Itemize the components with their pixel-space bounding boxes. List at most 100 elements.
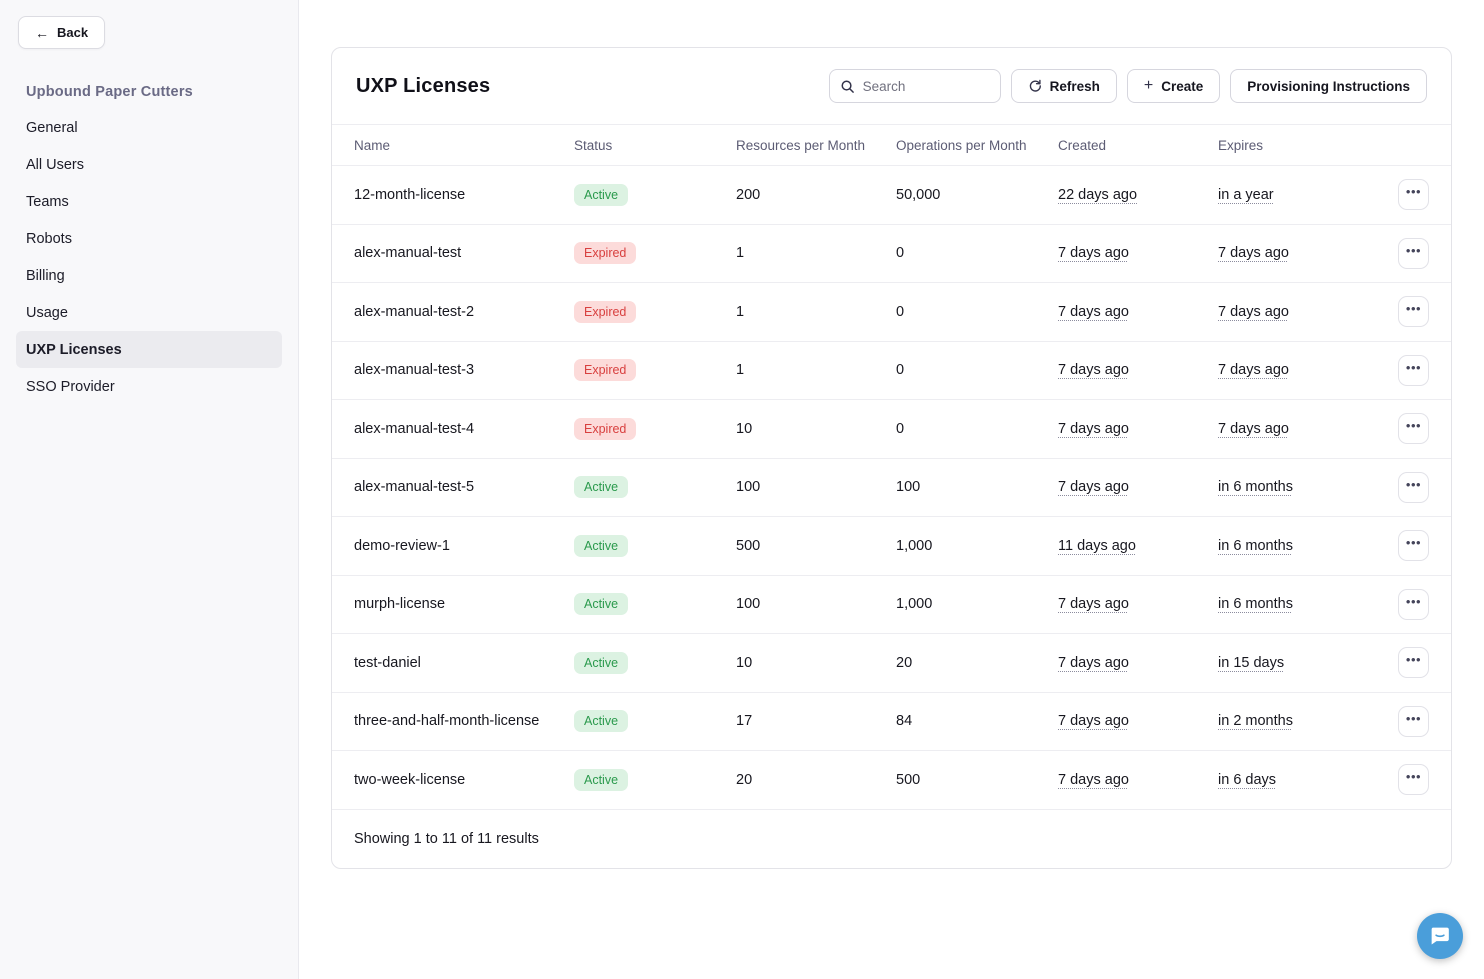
ellipsis-icon: ••• — [1405, 184, 1422, 200]
provisioning-instructions-button[interactable]: Provisioning Instructions — [1230, 69, 1427, 103]
sidebar-item-teams[interactable]: Teams — [26, 193, 69, 210]
operations-per-month: 50,000 — [896, 186, 941, 203]
row-actions-button[interactable]: ••• — [1398, 296, 1429, 328]
expires-date[interactable]: in a year — [1218, 186, 1274, 203]
created-date[interactable]: 7 days ago — [1058, 362, 1129, 379]
created-date[interactable]: 7 days ago — [1058, 771, 1129, 788]
status-badge: Active — [574, 768, 629, 791]
resources-per-month: 100 — [736, 479, 761, 496]
expires-date[interactable]: in 6 months — [1218, 479, 1293, 496]
status-cell: Expired — [574, 242, 736, 265]
provisioning-label: Provisioning Instructions — [1247, 78, 1410, 94]
table-header: Name Status Resources per Month Operatio… — [332, 124, 1451, 166]
sidebar-item-billing[interactable]: Billing — [26, 267, 65, 284]
row-actions-button[interactable]: ••• — [1398, 705, 1429, 737]
expires-date[interactable]: in 6 months — [1218, 596, 1293, 613]
ellipsis-icon: ••• — [1405, 301, 1422, 317]
row-actions-button[interactable]: ••• — [1398, 413, 1429, 445]
expires-date[interactable]: in 6 days — [1218, 771, 1277, 788]
expires-date[interactable]: 7 days ago — [1218, 420, 1289, 437]
sidebar-nav: Upbound Paper Cutters General All Users … — [0, 75, 298, 405]
created-date[interactable]: 7 days ago — [1058, 479, 1129, 496]
back-button[interactable]: ← Back — [18, 16, 106, 49]
row-actions-button[interactable]: ••• — [1398, 237, 1429, 269]
status-badge: Active — [574, 593, 629, 616]
expires-date[interactable]: 7 days ago — [1218, 303, 1289, 320]
status-cell: Active — [574, 768, 736, 791]
status-cell: Active — [574, 534, 736, 557]
sidebar-item-sso-provider[interactable]: SSO Provider — [26, 378, 115, 395]
sidebar: ← Back Upbound Paper Cutters General All… — [0, 0, 299, 979]
refresh-button[interactable]: Refresh — [1010, 69, 1117, 103]
sidebar-item-general[interactable]: General — [26, 119, 78, 136]
license-name: three-and-half-month-license — [354, 713, 540, 730]
sidebar-item-usage[interactable]: Usage — [26, 304, 68, 321]
row-actions-button[interactable]: ••• — [1398, 764, 1429, 796]
results-count: Showing 1 to 11 of 11 results — [354, 830, 539, 847]
expires-date[interactable]: in 2 months — [1218, 713, 1293, 730]
sidebar-item-all-users[interactable]: All Users — [26, 156, 85, 173]
expires-date[interactable]: in 6 months — [1218, 537, 1293, 554]
table-row: 12-month-license Active 200 50,000 22 da… — [332, 166, 1451, 225]
sidebar-item-uxp-licenses[interactable]: UXP Licenses — [16, 331, 282, 368]
resources-per-month: 200 — [736, 186, 761, 203]
page-title: UXP Licenses — [356, 74, 491, 97]
created-date[interactable]: 7 days ago — [1058, 654, 1129, 671]
status-badge: Active — [574, 651, 629, 674]
created-date[interactable]: 7 days ago — [1058, 245, 1129, 262]
created-date[interactable]: 7 days ago — [1058, 713, 1129, 730]
header-controls: Refresh + Create Provisioning Instructio… — [828, 69, 1427, 103]
resources-per-month: 10 — [736, 654, 753, 671]
status-cell: Expired — [574, 417, 736, 440]
ellipsis-icon: ••• — [1405, 652, 1422, 668]
expires-date[interactable]: 7 days ago — [1218, 245, 1289, 262]
created-date[interactable]: 22 days ago — [1058, 186, 1138, 203]
table-row: alex-manual-test-4 Expired 10 0 7 days a… — [332, 400, 1451, 459]
ellipsis-icon: ••• — [1405, 710, 1422, 726]
resources-per-month: 500 — [736, 537, 761, 554]
table-row: test-daniel Active 10 20 7 days ago in 1… — [332, 634, 1451, 693]
table-row: murph-license Active 100 1,000 7 days ag… — [332, 576, 1451, 634]
license-name: 12-month-license — [354, 186, 466, 203]
resources-per-month: 100 — [736, 596, 761, 613]
resources-per-month: 1 — [736, 362, 745, 379]
status-cell: Expired — [574, 359, 736, 382]
license-name: alex-manual-test-2 — [354, 303, 475, 320]
status-badge: Active — [574, 710, 629, 733]
create-button[interactable]: + Create — [1126, 69, 1221, 103]
status-badge: Expired — [574, 417, 637, 440]
row-actions-button[interactable]: ••• — [1398, 179, 1429, 211]
resources-per-month: 17 — [736, 713, 753, 730]
refresh-icon — [1029, 79, 1041, 92]
status-badge: Active — [574, 183, 629, 206]
created-date[interactable]: 7 days ago — [1058, 303, 1129, 320]
table-row: alex-manual-test-5 Active 100 100 7 days… — [332, 459, 1451, 517]
search-box — [828, 69, 1001, 103]
created-date[interactable]: 11 days ago — [1058, 537, 1136, 554]
operations-per-month: 0 — [896, 420, 905, 437]
expires-date[interactable]: 7 days ago — [1218, 362, 1289, 379]
ellipsis-icon: ••• — [1405, 535, 1422, 551]
row-actions-button[interactable]: ••• — [1398, 530, 1429, 562]
refresh-label: Refresh — [1049, 78, 1100, 94]
column-header: Status — [574, 137, 613, 153]
created-date[interactable]: 7 days ago — [1058, 420, 1129, 437]
chat-launcher-button[interactable] — [1417, 913, 1463, 959]
status-badge: Expired — [574, 300, 637, 323]
ellipsis-icon: ••• — [1405, 242, 1422, 258]
ellipsis-icon: ••• — [1405, 476, 1422, 492]
resources-per-month: 1 — [736, 245, 745, 262]
operations-per-month: 0 — [896, 362, 905, 379]
row-actions-button[interactable]: ••• — [1398, 647, 1429, 679]
row-actions-button[interactable]: ••• — [1398, 354, 1429, 386]
row-actions-button[interactable]: ••• — [1398, 588, 1429, 620]
sidebar-item-robots[interactable]: Robots — [26, 230, 72, 247]
row-actions-button[interactable]: ••• — [1398, 471, 1429, 503]
search-input[interactable] — [862, 78, 990, 94]
expires-date[interactable]: in 15 days — [1218, 654, 1285, 671]
column-header: Expires — [1218, 137, 1264, 153]
table-row: alex-manual-test Expired 1 0 7 days ago … — [332, 225, 1451, 283]
license-name: alex-manual-test-5 — [354, 479, 475, 496]
ellipsis-icon: ••• — [1405, 593, 1422, 609]
created-date[interactable]: 7 days ago — [1058, 596, 1129, 613]
